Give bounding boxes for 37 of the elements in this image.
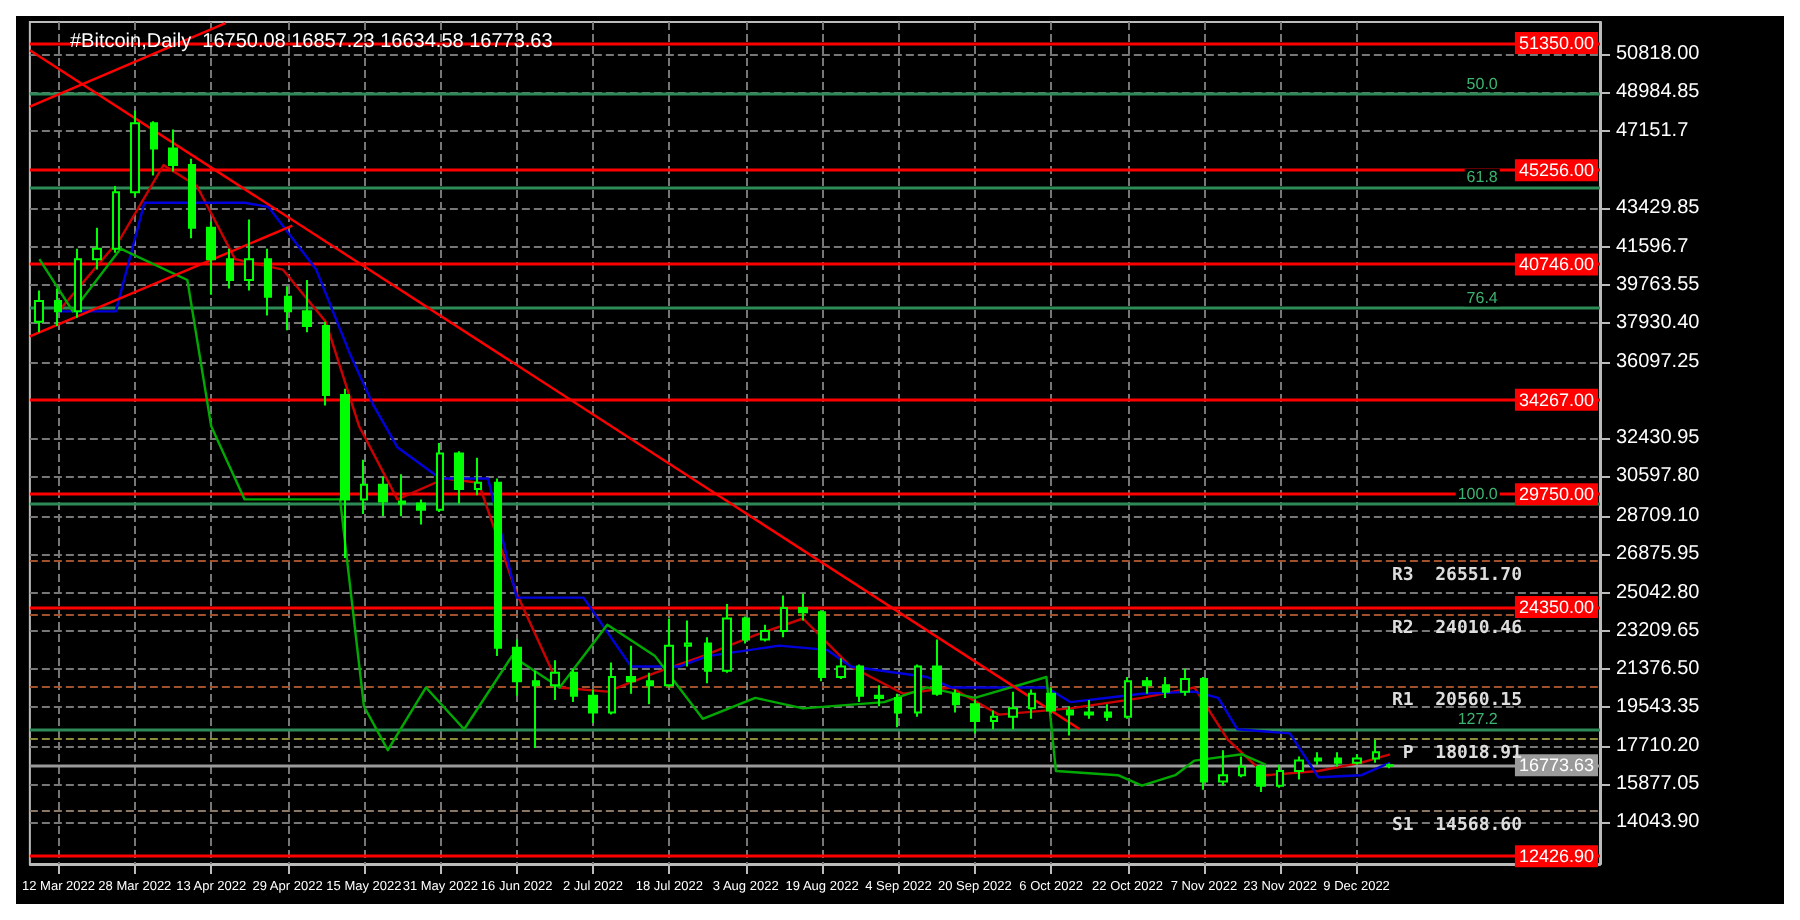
- y-tick-label: 26875.95: [1616, 543, 1701, 566]
- y-tick-label: 25042.80: [1616, 581, 1701, 604]
- y-tick-label: 32430.95: [1616, 427, 1701, 450]
- y-tick-label: 23209.65: [1616, 619, 1701, 642]
- y-tick-label: 41596.7: [1616, 235, 1690, 258]
- y-tick-label: 39763.55: [1616, 273, 1701, 296]
- y-tick-label: 36097.25: [1616, 350, 1701, 373]
- y-tick-label: 17710.20: [1616, 734, 1701, 757]
- y-tick-label: 28709.10: [1616, 504, 1701, 527]
- y-tick-label: 50818.00: [1616, 43, 1701, 66]
- ref-line-label: 24350.00: [1518, 597, 1594, 618]
- ref-line-label: 16773.63: [1518, 755, 1594, 776]
- ref-line-label: 45256.00: [1518, 160, 1594, 181]
- y-tick-label: 21376.50: [1616, 658, 1701, 681]
- y-tick-label: 14043.90: [1616, 811, 1701, 834]
- annotation: 61.8: [1466, 167, 1499, 186]
- y-tick-label: 19543.35: [1616, 696, 1701, 719]
- annotation: 50.0: [1466, 75, 1499, 94]
- annotation: 127.2: [1457, 710, 1499, 729]
- y-tick-label: 43429.85: [1616, 197, 1701, 220]
- annotation: 100.0: [1457, 484, 1499, 503]
- ref-line-label: S1 14568.60: [1391, 816, 1522, 837]
- y-tick-label: 37930.40: [1616, 312, 1701, 335]
- y-tick-label: 47151.7: [1616, 119, 1690, 142]
- ref-line-label: 51350.00: [1518, 32, 1594, 53]
- ref-line-label: 29750.00: [1518, 484, 1594, 505]
- y-tick-label: 48984.85: [1616, 81, 1701, 104]
- ref-line-label: 40746.00: [1518, 254, 1594, 275]
- ref-line-label: P 18018.91: [1402, 744, 1522, 765]
- ref-line-label: R2 24010.46: [1391, 619, 1522, 640]
- ref-line-label: 34267.00: [1518, 389, 1594, 410]
- y-tick-label: 15877.05: [1616, 773, 1701, 796]
- ref-line-label: R3 26551.70: [1391, 566, 1522, 587]
- ref-line-label: R1 20560.15: [1391, 691, 1522, 712]
- annotation: 76.4: [1466, 289, 1499, 308]
- y-tick-label: 30597.80: [1616, 465, 1701, 488]
- ref-line-label: 12426.90: [1518, 846, 1594, 867]
